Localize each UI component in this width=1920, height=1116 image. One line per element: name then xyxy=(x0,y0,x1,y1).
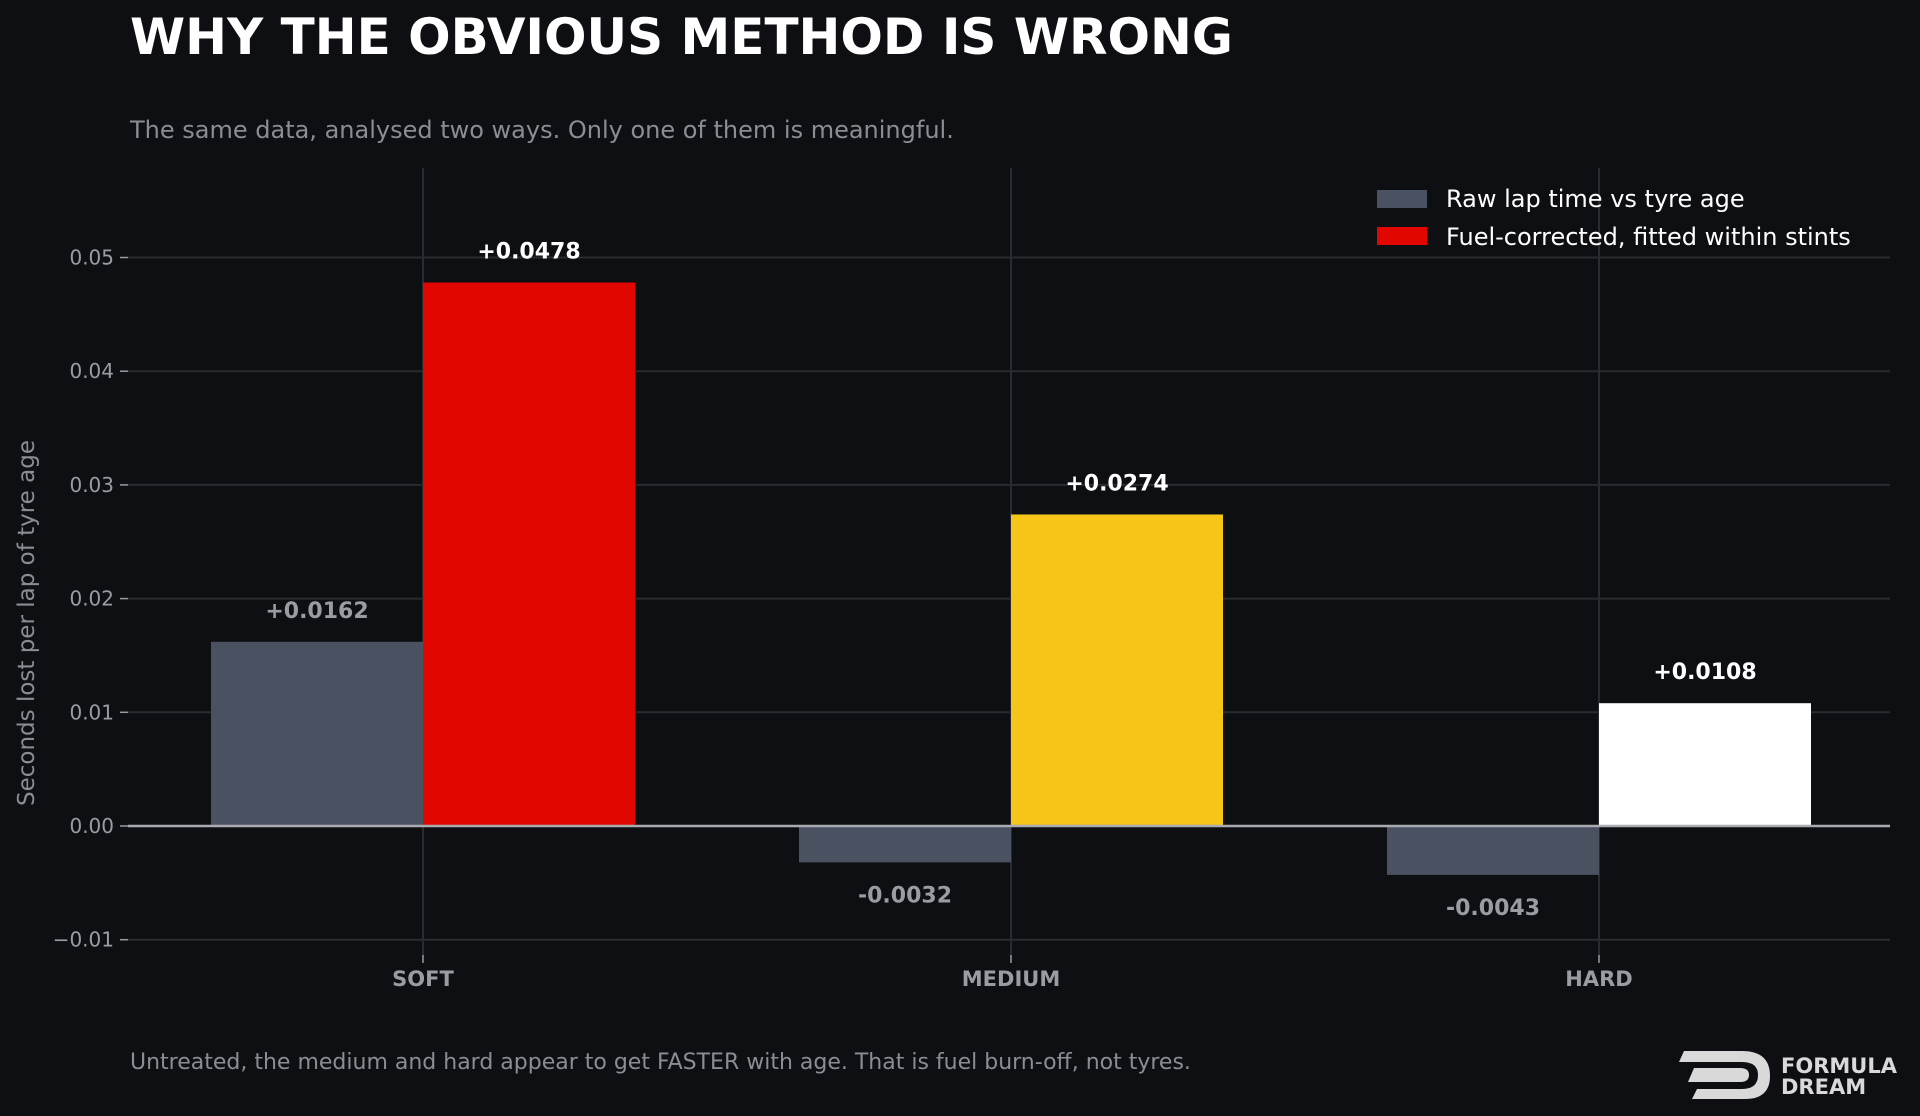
brand-logo: FORMULA DREAM xyxy=(1679,1051,1898,1099)
chart-subtitle: The same data, analysed two ways. Only o… xyxy=(129,116,954,144)
bar-fuel-corrected-hard xyxy=(1599,703,1811,826)
y-tick-label: 0.02 xyxy=(69,587,114,611)
y-tick-label: 0.01 xyxy=(69,700,114,724)
legend-swatch-fuel-corrected xyxy=(1377,227,1427,245)
y-tick-label: 0.00 xyxy=(69,814,114,838)
footnote: Untreated, the medium and hard appear to… xyxy=(130,1050,1191,1075)
bars xyxy=(211,282,1811,875)
y-tick-label: 0.05 xyxy=(69,246,114,270)
chart-title: WHY THE OBVIOUS METHOD IS WRONG xyxy=(130,8,1233,66)
x-tick-label-hard: HARD xyxy=(1565,967,1632,991)
data-label-fuel-corrected-medium: +0.0274 xyxy=(1065,471,1168,496)
x-tick-label-medium: MEDIUM xyxy=(962,967,1060,991)
data-label-fuel-corrected-soft: +0.0478 xyxy=(477,240,580,265)
y-axis-label: Seconds lost per lap of tyre age xyxy=(14,440,40,806)
data-label-raw-medium: -0.0032 xyxy=(858,883,952,908)
y-tick-label: −0.01 xyxy=(53,928,114,952)
data-label-raw-hard: -0.0043 xyxy=(1446,896,1540,921)
data-label-fuel-corrected-hard: +0.0108 xyxy=(1653,660,1756,685)
data-label-raw-soft: +0.0162 xyxy=(265,599,368,624)
bar-raw-medium xyxy=(799,826,1011,863)
legend-label-fuel-corrected: Fuel-corrected, fitted within stints xyxy=(1446,223,1851,251)
y-axis-ticks: −0.01 0.00 0.01 0.02 0.03 0.04 0.05 xyxy=(53,246,128,952)
brand-line-1: FORMULA xyxy=(1781,1054,1898,1078)
legend: Raw lap time vs tyre age Fuel-corrected,… xyxy=(1377,185,1851,251)
x-tick-label-soft: SOFT xyxy=(392,967,454,991)
legend-swatch-raw xyxy=(1377,190,1427,208)
y-tick-label: 0.03 xyxy=(69,473,114,497)
x-axis-ticks: SOFT MEDIUM HARD xyxy=(392,955,1633,991)
legend-label-raw: Raw lap time vs tyre age xyxy=(1446,185,1745,213)
bar-raw-soft xyxy=(211,641,423,826)
bar-fuel-corrected-medium xyxy=(1011,514,1223,826)
y-tick-label: 0.04 xyxy=(69,359,114,383)
formula-dream-logo-icon xyxy=(1679,1051,1770,1099)
brand-line-2: DREAM xyxy=(1781,1075,1866,1099)
data-labels: +0.0162 +0.0478 -0.0032 +0.0274 -0.0043 +0.01… xyxy=(265,240,1756,921)
bar-fuel-corrected-soft xyxy=(423,282,635,826)
bar-raw-hard xyxy=(1387,826,1599,875)
